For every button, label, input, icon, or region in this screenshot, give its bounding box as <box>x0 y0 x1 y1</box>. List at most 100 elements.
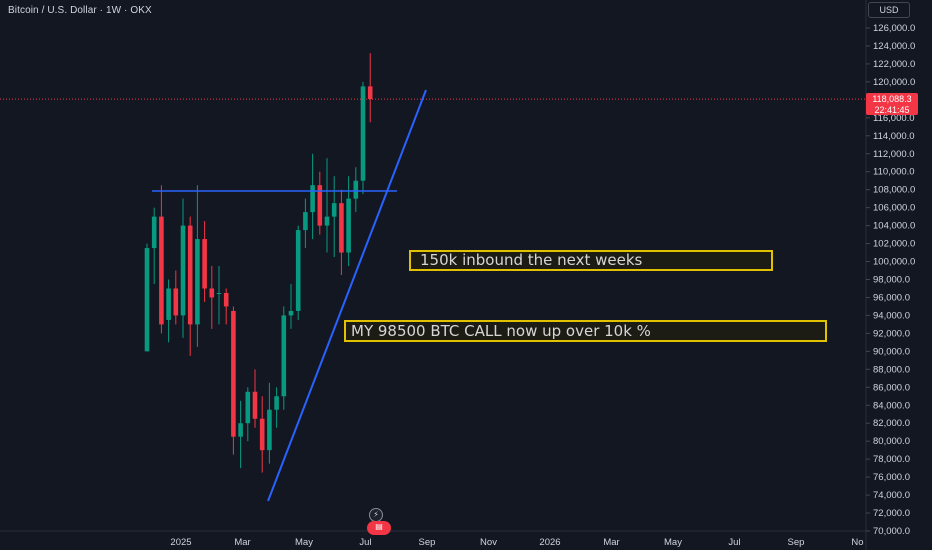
y-tick-label: 100,000.0 <box>873 257 915 268</box>
y-tick-label: 126,000.0 <box>873 23 915 34</box>
y-tick-label: 114,000.0 <box>873 131 915 142</box>
y-tick-label: 108,000.0 <box>873 185 915 196</box>
lightning-icon[interactable]: ⚡ <box>369 508 383 522</box>
candle-body <box>180 225 186 316</box>
y-tick-label: 106,000.0 <box>873 203 915 214</box>
y-tick-label: 74,000.0 <box>873 490 910 501</box>
candle <box>159 185 164 334</box>
candle-body <box>245 391 251 424</box>
candle <box>367 53 373 123</box>
earnings-icon[interactable]: ▤ <box>367 521 391 535</box>
symbol-title: Bitcoin / U.S. Dollar · 1W · OKX <box>8 5 152 16</box>
candle-body <box>159 216 164 325</box>
y-tick-label: 96,000.0 <box>873 292 910 303</box>
candle-body <box>346 198 351 253</box>
candle <box>353 167 359 213</box>
candle-body <box>151 216 157 249</box>
candle-body <box>281 315 287 397</box>
candle-body <box>216 292 222 294</box>
x-tick-label: Sep <box>419 537 436 548</box>
y-tick-label: 122,000.0 <box>873 59 915 70</box>
candle-body <box>223 292 229 307</box>
candle-body <box>324 216 330 226</box>
y-tick-label: 82,000.0 <box>873 418 910 429</box>
candle-body <box>195 239 200 325</box>
candle-body <box>310 185 315 213</box>
candle-body <box>303 212 308 231</box>
annotation-text-box[interactable]: MY 98500 BTC CALL now up over 10k % <box>344 320 827 342</box>
candle-body <box>353 180 359 199</box>
y-tick-label: 78,000.0 <box>873 454 910 465</box>
x-tick-label: 2025 <box>170 537 191 548</box>
candle <box>187 216 193 356</box>
candle-body <box>231 310 236 437</box>
candle <box>173 270 179 325</box>
candle-body <box>331 203 337 217</box>
candle-body <box>259 418 265 451</box>
y-tick-label: 80,000.0 <box>873 436 910 447</box>
y-tick-label: 112,000.0 <box>873 149 915 160</box>
candle <box>259 396 265 473</box>
candle-body <box>202 239 207 289</box>
candle <box>144 243 150 352</box>
candle <box>202 221 207 302</box>
candle-body <box>274 396 279 410</box>
x-tick-label: 2026 <box>539 537 560 548</box>
y-tick-label: 72,000.0 <box>873 508 910 519</box>
candle <box>238 400 243 469</box>
y-tick-label: 110,000.0 <box>873 167 915 178</box>
annotation-text-box[interactable]: 150k inbound the next weeks <box>409 250 773 271</box>
candle-body <box>187 225 193 325</box>
candle <box>274 387 279 428</box>
y-tick-label: 94,000.0 <box>873 310 910 321</box>
bar-countdown: 22:41:45 <box>874 104 910 115</box>
y-tick-label: 98,000.0 <box>873 275 910 286</box>
candle <box>267 382 272 464</box>
y-tick-label: 116,000.0 <box>873 113 915 124</box>
candle-body <box>173 288 179 316</box>
candle-body <box>317 185 323 226</box>
y-tick-label: 124,000.0 <box>873 41 915 52</box>
time-axis[interactable]: 2025 Mar May Jul Sep Nov 2026 Mar May Jul Sep No <box>170 537 863 548</box>
candle-body <box>238 423 243 437</box>
candle-body <box>252 391 258 419</box>
y-tick-label: 70,000.0 <box>873 526 910 537</box>
candle <box>195 185 200 347</box>
x-tick-label: Nov <box>480 537 497 548</box>
y-tick-label: 86,000.0 <box>873 382 910 393</box>
candle-body <box>367 86 373 100</box>
y-tick-label: 120,000.0 <box>873 77 915 88</box>
y-tick-label: 84,000.0 <box>873 400 910 411</box>
candle <box>216 266 222 325</box>
x-tick-label: Sep <box>788 537 805 548</box>
x-tick-label: Mar <box>603 537 619 548</box>
candle <box>317 171 323 235</box>
candle <box>331 176 337 258</box>
support-trendline[interactable] <box>267 89 427 502</box>
candle <box>281 306 287 410</box>
y-tick-label: 92,000.0 <box>873 328 910 339</box>
candle <box>295 225 301 320</box>
candle <box>223 288 229 325</box>
candles-layer <box>144 53 373 473</box>
candle-body <box>209 288 215 298</box>
candle <box>245 387 251 442</box>
x-tick-label: No <box>851 537 863 548</box>
price-axis[interactable]: 126,000.0 124,000.0 122,000.0 120,000.0 118,… <box>866 23 915 537</box>
candle <box>346 176 351 267</box>
y-tick-label: 102,000.0 <box>873 239 915 250</box>
x-tick-label: Jul <box>728 537 740 548</box>
currency-button[interactable]: USD <box>868 2 910 18</box>
x-tick-label: Jul <box>359 537 371 548</box>
candle-body <box>166 288 171 320</box>
candle <box>231 306 236 455</box>
candle-body <box>288 310 294 316</box>
candle <box>288 283 294 329</box>
candle <box>339 189 344 276</box>
last-price-tag: 118,088.3 22:41:45 <box>866 93 918 115</box>
y-tick-label: 76,000.0 <box>873 472 910 483</box>
candle-body <box>144 248 150 352</box>
candle <box>324 158 330 253</box>
